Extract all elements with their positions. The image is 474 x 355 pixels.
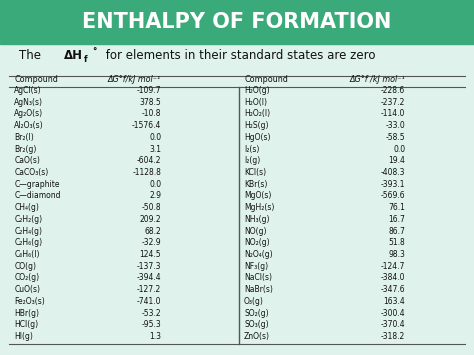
Text: 16.7: 16.7 [388, 215, 405, 224]
Text: Ag₂O(s): Ag₂O(s) [14, 109, 43, 119]
Text: AgN₃(s): AgN₃(s) [14, 98, 43, 107]
Text: -408.3: -408.3 [381, 168, 405, 177]
Text: Br₂(g): Br₂(g) [14, 144, 36, 154]
Text: 1.3: 1.3 [149, 332, 161, 341]
Text: ΔG°f/kJ mol⁻¹: ΔG°f/kJ mol⁻¹ [108, 75, 161, 84]
Text: HBr(g): HBr(g) [14, 308, 39, 318]
Text: H₂O(l): H₂O(l) [244, 98, 267, 107]
Text: 0.0: 0.0 [149, 133, 161, 142]
Text: -1128.8: -1128.8 [132, 168, 161, 177]
Text: NO₂(g): NO₂(g) [244, 238, 270, 247]
Text: ENTHALPY OF FORMATION: ENTHALPY OF FORMATION [82, 12, 392, 32]
Text: ZnO(s): ZnO(s) [244, 332, 270, 341]
Text: HI(g): HI(g) [14, 332, 33, 341]
Text: 209.2: 209.2 [139, 215, 161, 224]
Text: SO₃(g): SO₃(g) [244, 320, 269, 329]
Text: 68.2: 68.2 [145, 226, 161, 236]
Text: Compound: Compound [14, 75, 58, 84]
Text: HCl(g): HCl(g) [14, 320, 38, 329]
Text: -127.2: -127.2 [137, 285, 161, 294]
Text: I₂(s): I₂(s) [244, 144, 259, 154]
Text: -569.6: -569.6 [381, 191, 405, 201]
Text: 86.7: 86.7 [388, 226, 405, 236]
Text: Br₂(l): Br₂(l) [14, 133, 34, 142]
Text: KBr(s): KBr(s) [244, 180, 267, 189]
Text: SO₂(g): SO₂(g) [244, 308, 269, 318]
Text: Compound: Compound [244, 75, 288, 84]
Text: -114.0: -114.0 [381, 109, 405, 119]
Text: CaO(s): CaO(s) [14, 156, 40, 165]
Text: -393.1: -393.1 [381, 180, 405, 189]
Text: C₆H₆(l): C₆H₆(l) [14, 250, 40, 259]
Text: NO(g): NO(g) [244, 226, 266, 236]
Text: 98.3: 98.3 [388, 250, 405, 259]
Text: N₂O₄(g): N₂O₄(g) [244, 250, 273, 259]
Text: f: f [84, 55, 88, 64]
Text: ΔH: ΔH [64, 49, 83, 61]
Text: -58.5: -58.5 [386, 133, 405, 142]
Text: 378.5: 378.5 [139, 98, 161, 107]
Text: -604.2: -604.2 [137, 156, 161, 165]
Text: 163.4: 163.4 [383, 297, 405, 306]
Text: -300.4: -300.4 [381, 308, 405, 318]
Text: 19.4: 19.4 [388, 156, 405, 165]
Text: 0.0: 0.0 [393, 144, 405, 154]
Text: NaCl(s): NaCl(s) [244, 273, 272, 283]
Text: CH₄(g): CH₄(g) [14, 203, 39, 212]
Text: -32.9: -32.9 [142, 238, 161, 247]
Text: ΔG°f /kJ mol⁻¹: ΔG°f /kJ mol⁻¹ [349, 75, 405, 84]
Text: 76.1: 76.1 [388, 203, 405, 212]
Text: CaCO₃(s): CaCO₃(s) [14, 168, 48, 177]
Text: C—graphite: C—graphite [14, 180, 60, 189]
Text: -370.4: -370.4 [381, 320, 405, 329]
Text: C₂H₂(g): C₂H₂(g) [14, 215, 42, 224]
Text: C₂H₄(g): C₂H₄(g) [14, 226, 42, 236]
Text: H₂O(g): H₂O(g) [244, 86, 270, 95]
Text: -10.8: -10.8 [142, 109, 161, 119]
Text: I₂(g): I₂(g) [244, 156, 260, 165]
Text: H₂S(g): H₂S(g) [244, 121, 269, 130]
Text: -237.2: -237.2 [381, 98, 405, 107]
Text: -347.6: -347.6 [381, 285, 405, 294]
Text: 0.0: 0.0 [149, 180, 161, 189]
Bar [0, 0, 474, 44]
Text: CO₂(g): CO₂(g) [14, 273, 39, 283]
Text: -124.7: -124.7 [381, 262, 405, 271]
Text: C₂H₆(g): C₂H₆(g) [14, 238, 42, 247]
Text: -384.0: -384.0 [381, 273, 405, 283]
Text: -95.3: -95.3 [141, 320, 161, 329]
Text: Al₂O₃(s): Al₂O₃(s) [14, 121, 44, 130]
Text: H₂O₂(l): H₂O₂(l) [244, 109, 270, 119]
Text: -318.2: -318.2 [381, 332, 405, 341]
Text: KCl(s): KCl(s) [244, 168, 266, 177]
Text: 3.1: 3.1 [149, 144, 161, 154]
Text: NH₃(g): NH₃(g) [244, 215, 270, 224]
Text: -50.8: -50.8 [142, 203, 161, 212]
Text: for elements in their standard states are zero: for elements in their standard states ar… [102, 49, 375, 61]
Text: O₃(g): O₃(g) [244, 297, 264, 306]
Text: -137.3: -137.3 [137, 262, 161, 271]
Text: °: ° [92, 48, 97, 57]
Text: The: The [19, 49, 45, 61]
Text: HgO(s): HgO(s) [244, 133, 271, 142]
Text: -33.0: -33.0 [385, 121, 405, 130]
Text: 2.9: 2.9 [149, 191, 161, 201]
Text: 124.5: 124.5 [139, 250, 161, 259]
Text: -53.2: -53.2 [142, 308, 161, 318]
Text: NaBr(s): NaBr(s) [244, 285, 273, 294]
Text: MgO(s): MgO(s) [244, 191, 272, 201]
Text: AgCl(s): AgCl(s) [14, 86, 42, 95]
Text: NF₃(g): NF₃(g) [244, 262, 268, 271]
Text: CO(g): CO(g) [14, 262, 36, 271]
Text: MgH₂(s): MgH₂(s) [244, 203, 274, 212]
Text: CuO(s): CuO(s) [14, 285, 40, 294]
Text: 51.8: 51.8 [389, 238, 405, 247]
Text: -109.7: -109.7 [137, 86, 161, 95]
Text: -228.6: -228.6 [381, 86, 405, 95]
Text: -1576.4: -1576.4 [132, 121, 161, 130]
Text: C—diamond: C—diamond [14, 191, 61, 201]
Text: -394.4: -394.4 [137, 273, 161, 283]
Text: Fe₂O₃(s): Fe₂O₃(s) [14, 297, 45, 306]
Text: -741.0: -741.0 [137, 297, 161, 306]
